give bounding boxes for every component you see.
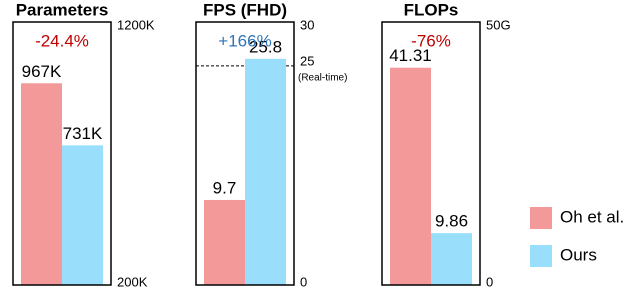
bar [21, 83, 62, 286]
annotation: +166% [218, 31, 271, 50]
y-tick-label: 1200K [117, 17, 155, 32]
legend-label: Ours [560, 245, 597, 264]
bar [62, 145, 103, 285]
legend-swatch [530, 207, 552, 229]
value-label: 41.31 [389, 46, 432, 65]
y-tick-label: 25 [300, 53, 314, 68]
value-label: 25.8 [249, 37, 282, 56]
annotation: -76% [411, 31, 451, 50]
annotation: -24.4% [35, 31, 89, 50]
y-tick-label: 200K [117, 274, 148, 289]
bar [204, 199, 245, 285]
y-tick-label: 50G [486, 17, 511, 32]
y-tick-label: 0 [300, 274, 307, 289]
panel-frame [195, 21, 295, 286]
value-label: 9.7 [213, 178, 237, 197]
panel-title: Parameters [16, 0, 109, 19]
legend-swatch [530, 245, 552, 267]
panel-title: FPS (FHD) [203, 0, 287, 19]
value-label: 967K [22, 62, 62, 81]
y-tick-label: 30 [300, 17, 314, 32]
panel-frame [381, 21, 481, 286]
value-label: 731K [63, 124, 103, 143]
bar [390, 67, 431, 285]
legend-label: Oh et al. [560, 207, 624, 226]
bar [245, 58, 286, 285]
panel-title: FLOPs [404, 0, 459, 19]
panel-frame [12, 21, 112, 286]
value-label: 9.86 [435, 212, 468, 231]
reference-note: (Real-time) [298, 72, 347, 83]
y-tick-label: 0 [486, 274, 493, 289]
bar [431, 233, 472, 285]
